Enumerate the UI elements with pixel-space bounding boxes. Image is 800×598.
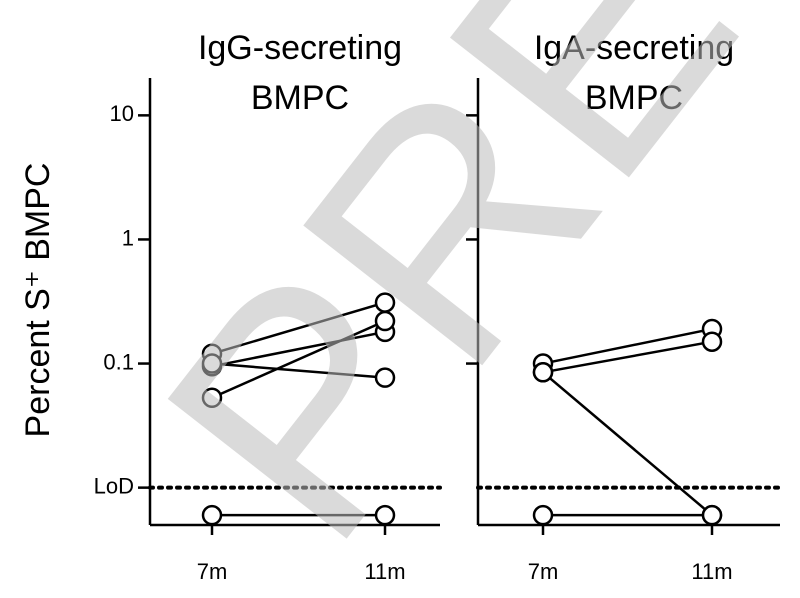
x-tick-label: 11m xyxy=(364,559,405,584)
data-point xyxy=(201,353,223,374)
pair-line xyxy=(211,319,386,399)
data-point xyxy=(201,387,223,409)
pair-line xyxy=(211,362,386,379)
pair-line xyxy=(211,301,386,355)
panel-title: BMPC xyxy=(585,79,683,117)
pair-line xyxy=(211,330,386,368)
pair-line xyxy=(542,327,713,365)
panel-title: BMPC xyxy=(251,79,349,117)
data-point xyxy=(374,310,396,332)
x-tick-label: 7m xyxy=(197,559,228,584)
pair-line xyxy=(542,371,713,517)
data-point xyxy=(374,367,396,388)
data-point xyxy=(201,504,223,526)
data-point xyxy=(532,504,554,526)
panel-title: IgG-secreting xyxy=(198,29,402,67)
data-point xyxy=(374,504,396,526)
y-tick-label: 0.1 xyxy=(103,349,134,374)
y-tick-label: 10 xyxy=(110,101,134,126)
watermark-group: PREVIEW xyxy=(94,0,800,598)
y-tick-label: 1 xyxy=(122,225,134,250)
watermark: PREVIEW xyxy=(94,0,800,598)
data-point xyxy=(532,362,554,383)
y-axis-label: Percent S⁺ BMPC xyxy=(19,163,57,438)
x-tick-label: 11m xyxy=(691,559,732,584)
panel-title: IgA-secreting xyxy=(534,29,734,67)
pair-line xyxy=(542,340,713,374)
x-tick-label: 7m xyxy=(528,559,559,584)
y-tick-label: LoD xyxy=(94,473,134,498)
data-point xyxy=(701,504,723,526)
data-point xyxy=(701,331,723,352)
